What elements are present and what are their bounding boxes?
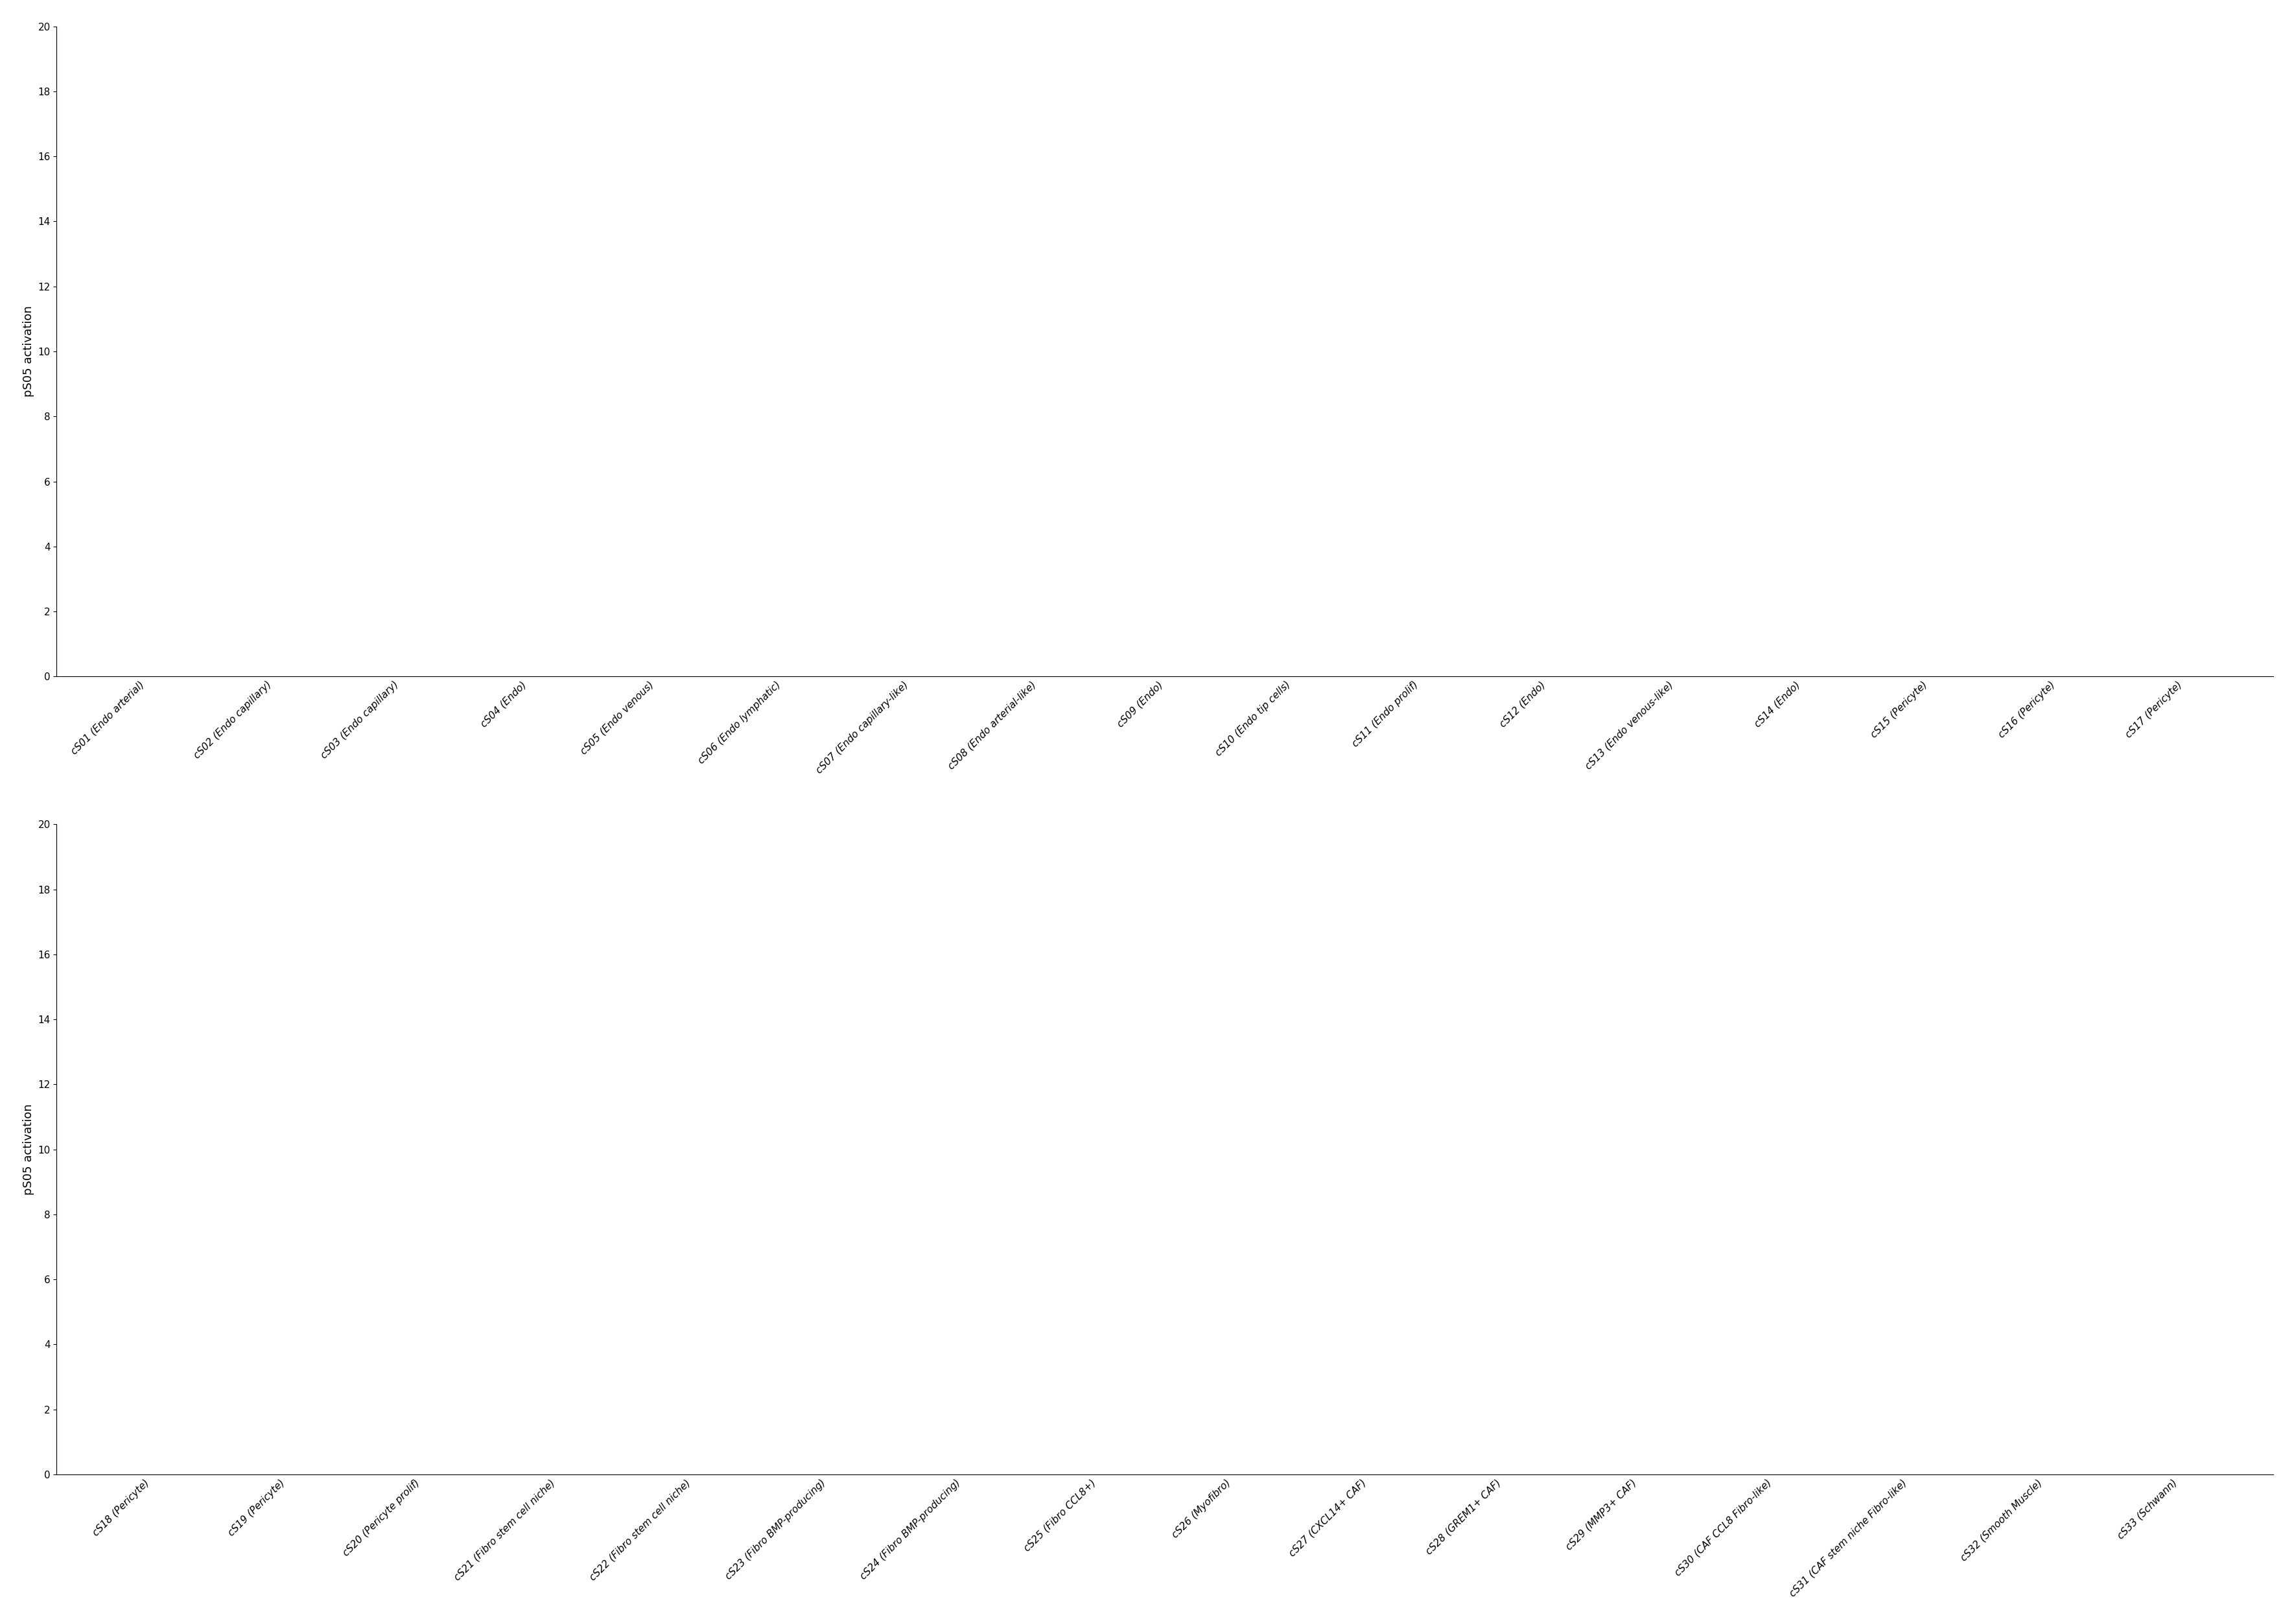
Y-axis label: pS05 activation: pS05 activation [23,1104,34,1195]
Y-axis label: pS05 activation: pS05 activation [23,306,34,397]
